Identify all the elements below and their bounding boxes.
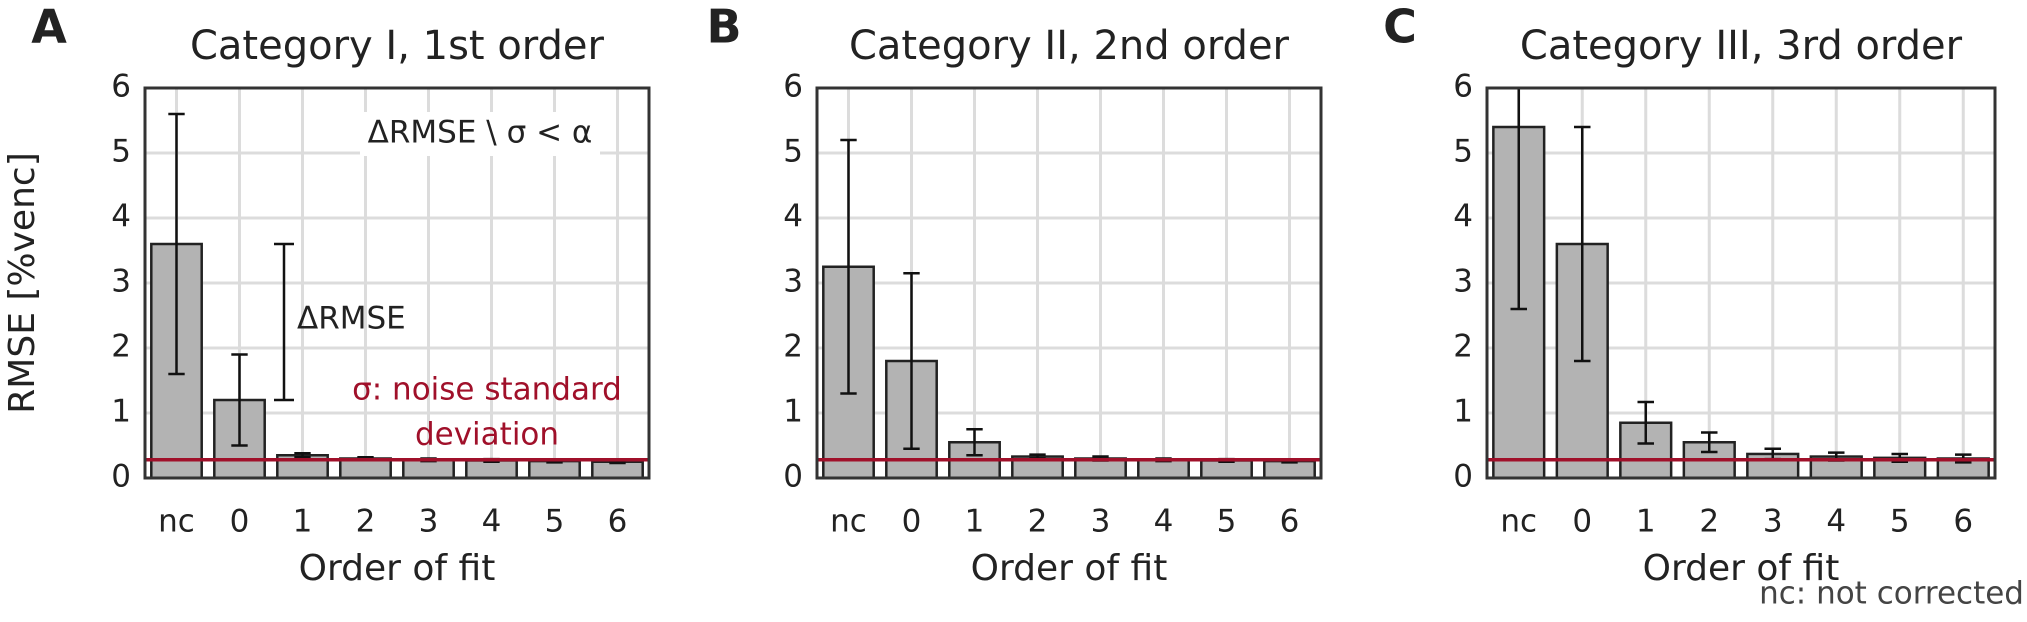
x-tick-label: nc xyxy=(1500,504,1537,540)
y-tick-label: 4 xyxy=(1453,199,1473,235)
y-tick-label: 2 xyxy=(1453,329,1473,365)
axes-box xyxy=(1485,86,1997,480)
y-tick-label: 5 xyxy=(1453,134,1473,170)
axes-box xyxy=(143,86,651,480)
axes-box xyxy=(815,86,1323,480)
annotation-box xyxy=(360,112,600,156)
x-tick-label: 6 xyxy=(608,504,628,540)
y-axis-label: RMSE [%venc] xyxy=(2,152,43,413)
annotation: ΔRMSE \ σ < α xyxy=(368,115,593,151)
x-tick-label: 3 xyxy=(419,504,439,540)
panel-label: A xyxy=(31,0,67,54)
chart-title: Category II, 2nd order xyxy=(849,23,1290,69)
y-tick-label: 0 xyxy=(1453,459,1473,495)
bar xyxy=(465,459,518,478)
x-tick-label: 0 xyxy=(1572,504,1592,540)
annotation: deviation xyxy=(415,417,559,453)
annotation: σ: noise standard xyxy=(352,372,622,408)
y-tick-label: 1 xyxy=(1453,394,1473,430)
y-tick-label: 3 xyxy=(783,264,803,300)
x-tick-label: 5 xyxy=(1890,504,1910,540)
x-tick-label: nc xyxy=(830,504,867,540)
annotation: ΔRMSE xyxy=(297,301,406,337)
plot xyxy=(817,88,1321,478)
x-tick-label: 1 xyxy=(1636,504,1656,540)
y-tick-label: 0 xyxy=(783,459,803,495)
x-tick-label: 1 xyxy=(293,504,313,540)
y-tick-label: 6 xyxy=(111,69,131,105)
x-tick-label: 6 xyxy=(1280,504,1300,540)
x-tick-label: 3 xyxy=(1763,504,1783,540)
x-tick-label: 4 xyxy=(482,504,502,540)
y-tick-label: 2 xyxy=(783,329,803,365)
x-tick-label: 3 xyxy=(1091,504,1111,540)
x-axis-label: Order of fit xyxy=(299,548,496,589)
x-axis-label: Order of fit xyxy=(1643,548,1840,589)
x-tick-label: 4 xyxy=(1154,504,1174,540)
x-tick-label: 6 xyxy=(1953,504,1973,540)
x-tick-label: 0 xyxy=(230,504,250,540)
y-tick-label: 0 xyxy=(111,459,131,495)
x-axis-label: Order of fit xyxy=(971,548,1168,589)
x-tick-label: 5 xyxy=(545,504,565,540)
plot xyxy=(1487,88,1995,478)
panel-label: C xyxy=(1383,0,1417,54)
chart-title: Category I, 1st order xyxy=(190,23,605,69)
x-tick-label: 1 xyxy=(965,504,985,540)
y-tick-label: 5 xyxy=(111,134,131,170)
y-tick-label: 3 xyxy=(1453,264,1473,300)
x-tick-label: 5 xyxy=(1217,504,1237,540)
x-tick-label: 2 xyxy=(356,504,376,540)
footnote: nc: not corrected xyxy=(1759,576,2024,612)
panel-label: B xyxy=(706,0,741,54)
y-tick-label: 1 xyxy=(111,394,131,430)
bar xyxy=(1200,459,1253,478)
bar xyxy=(402,458,455,478)
x-tick-label: 0 xyxy=(902,504,922,540)
x-tick-label: nc xyxy=(158,504,195,540)
y-tick-label: 1 xyxy=(783,394,803,430)
y-tick-label: 6 xyxy=(783,69,803,105)
bar xyxy=(1137,458,1190,478)
bar xyxy=(1619,421,1673,478)
y-tick-label: 5 xyxy=(783,134,803,170)
y-tick-label: 6 xyxy=(1453,69,1473,105)
y-tick-label: 4 xyxy=(111,199,131,235)
y-tick-label: 3 xyxy=(111,264,131,300)
x-tick-label: 2 xyxy=(1699,504,1719,540)
x-tick-label: 2 xyxy=(1028,504,1048,540)
x-tick-label: 4 xyxy=(1826,504,1846,540)
y-tick-label: 4 xyxy=(783,199,803,235)
y-tick-label: 2 xyxy=(111,329,131,365)
chart-title: Category III, 3rd order xyxy=(1520,23,1963,69)
